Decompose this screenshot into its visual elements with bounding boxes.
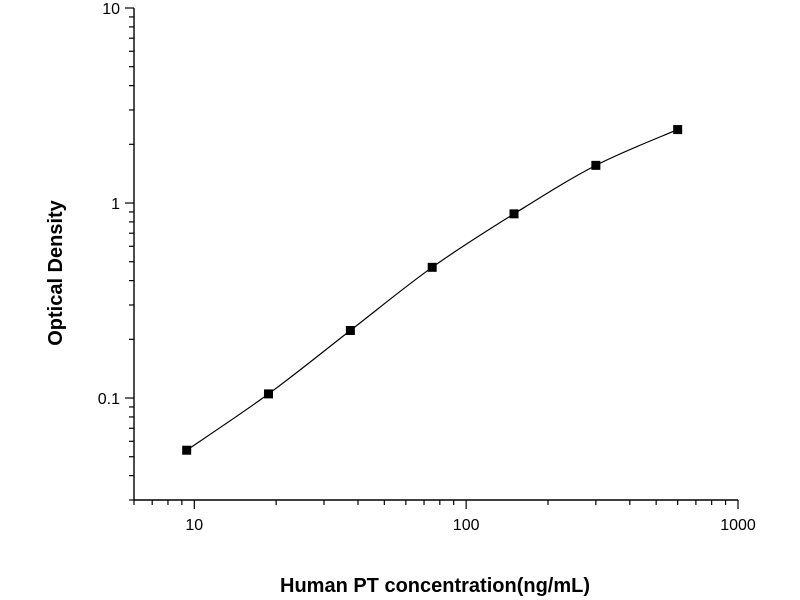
data-point [427, 262, 437, 272]
y-tick-label: 1 [111, 196, 120, 213]
data-point [673, 125, 683, 135]
axes [133, 8, 738, 501]
x-tick-label: 10 [185, 517, 203, 534]
x-axis-title: Human PT concentration(ng/mL) [280, 575, 590, 597]
data-point [182, 445, 192, 455]
data-point [345, 325, 355, 335]
data-point [591, 160, 601, 170]
x-ticks: 10 100 1000 [133, 500, 756, 534]
y-ticks: 0.1 1 10 [98, 1, 134, 501]
x-tick-label: 1000 [720, 517, 756, 534]
x-tick-label: 100 [453, 517, 480, 534]
data-point [509, 209, 519, 219]
y-axis-title: Optical Density [45, 199, 67, 345]
y-tick-label: 0.1 [98, 391, 120, 408]
y-tick-label: 10 [102, 1, 120, 18]
fit-curve [186, 129, 678, 451]
data-point [264, 389, 274, 399]
data-points [182, 125, 683, 455]
